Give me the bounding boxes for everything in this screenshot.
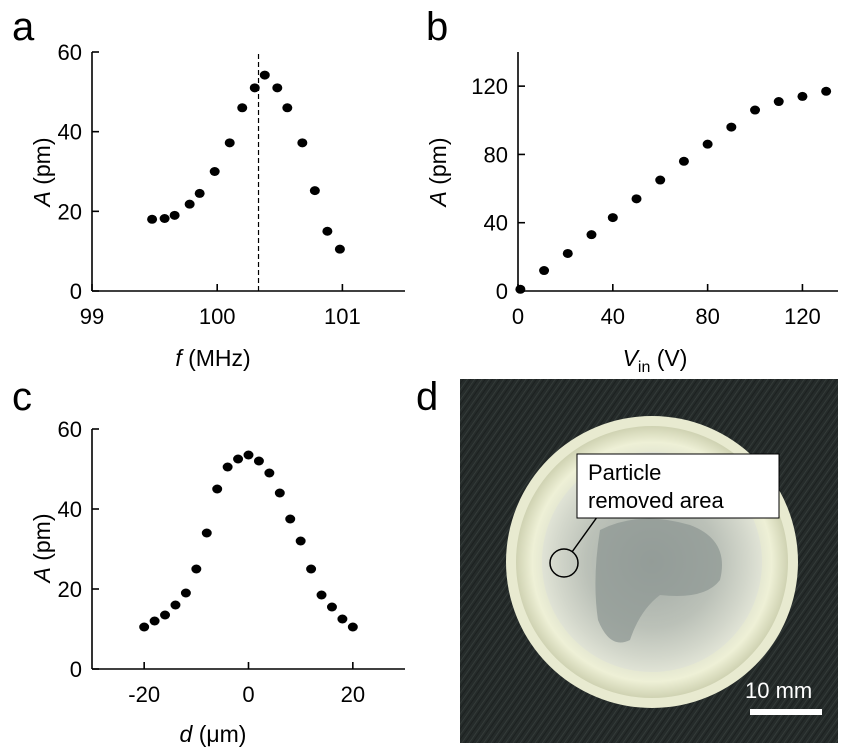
y-axis-label-a: A (pm) [29, 137, 55, 208]
data-point-b [797, 91, 808, 101]
chart-a: 99 100 101 0 20 40 60 f (MHz) A (pm) [29, 40, 405, 371]
data-point-c [191, 564, 202, 574]
y-tick-label-c: 40 [58, 497, 82, 522]
y-tick-label-b: 40 [484, 211, 508, 236]
data-point-b [773, 97, 784, 107]
data-point-c [295, 536, 306, 546]
chart-c: -20 0 20 0 20 40 60 d (μm) A (pm) [29, 417, 405, 747]
data-point-a [224, 138, 235, 148]
highlight-circle [549, 548, 579, 578]
x-tick-label-c: -20 [128, 682, 160, 707]
panel-letter-c: c [12, 375, 32, 419]
data-point-b [750, 105, 761, 115]
y-tick-label-b: 80 [484, 142, 508, 167]
data-point-a [282, 103, 293, 113]
data-point-a [272, 83, 283, 93]
y-tick-label-b: 0 [496, 279, 508, 304]
data-point-c [160, 610, 171, 620]
x-tick-label-c: 0 [242, 682, 254, 707]
panel-letter-b: b [426, 5, 448, 49]
x-axis-label-a: f (MHz) [175, 345, 250, 371]
panel-letter-a: a [12, 5, 35, 49]
data-point-b [821, 86, 832, 96]
data-point-c [243, 450, 254, 460]
x-tick-label-c: 20 [341, 682, 365, 707]
x-tick-label-a: 101 [324, 304, 361, 329]
data-point-c [264, 468, 275, 478]
data-point-b [515, 284, 526, 294]
x-axis-label-b: Vin (V) [623, 345, 688, 376]
data-point-a [297, 138, 308, 148]
y-tick-label-a: 20 [58, 199, 82, 224]
data-point-c [306, 564, 317, 574]
data-point-c [347, 622, 358, 632]
data-point-b [631, 194, 642, 204]
data-point-a [322, 226, 333, 236]
y-tick-label-a: 60 [58, 40, 82, 65]
data-point-a [159, 214, 170, 224]
data-point-b [539, 266, 550, 276]
data-point-a [334, 244, 345, 254]
callout-line [571, 512, 601, 553]
callout-box [576, 453, 780, 519]
x-tick-label-b: 120 [784, 304, 821, 329]
photo-panel-d: Particle removed area 10 mm [460, 379, 838, 743]
y-tick-label-c: 60 [58, 417, 82, 442]
x-tick-label-b: 80 [695, 304, 719, 329]
data-point-c [170, 600, 181, 610]
data-point-a [249, 83, 260, 93]
data-point-c [274, 488, 285, 498]
data-point-b [655, 175, 666, 185]
data-point-b [678, 156, 689, 166]
data-point-a [147, 214, 158, 224]
data-point-c [139, 622, 150, 632]
data-point-c [326, 602, 337, 612]
data-point-b [607, 213, 618, 223]
y-tick-label-a: 0 [70, 279, 82, 304]
data-point-c [253, 456, 264, 466]
y-tick-label-c: 0 [70, 657, 82, 682]
y-axis-label-c: A (pm) [29, 513, 55, 584]
x-tick-label-b: 0 [512, 304, 524, 329]
scale-bar-label: 10 mm [745, 678, 812, 703]
x-axis-label-c: d (μm) [180, 721, 247, 747]
data-point-b [726, 122, 737, 132]
y-tick-label-a: 40 [58, 120, 82, 145]
data-point-a [169, 210, 180, 220]
y-tick-label-b: 120 [471, 74, 508, 99]
data-point-c [222, 462, 233, 472]
data-point-b [586, 230, 597, 240]
data-point-c [149, 616, 160, 626]
data-point-c [212, 484, 223, 494]
cleared-region [595, 518, 722, 643]
data-point-c [285, 514, 296, 524]
chart-b: 0 40 80 120 0 40 80 120 Vin (V) A (pm) [425, 52, 838, 376]
data-point-a [209, 167, 220, 176]
data-point-a [309, 186, 320, 196]
data-point-a [259, 70, 270, 80]
data-point-c [316, 590, 327, 600]
y-axis-label-b: A (pm) [425, 137, 451, 208]
data-point-a [194, 188, 205, 198]
scale-bar [750, 709, 822, 715]
data-point-c [233, 454, 244, 464]
callout-text-line2: removed area [588, 488, 725, 513]
x-tick-label-b: 40 [601, 304, 625, 329]
callout-text-line1: Particle [588, 460, 661, 485]
data-point-a [184, 199, 195, 209]
data-point-a [237, 103, 248, 113]
x-tick-label-a: 100 [199, 304, 236, 329]
panel-letter-d: d [416, 375, 438, 419]
data-point-c [337, 614, 348, 624]
x-tick-label-a: 99 [80, 304, 104, 329]
data-point-b [702, 139, 713, 149]
y-tick-label-c: 20 [58, 577, 82, 602]
data-point-b [562, 248, 573, 258]
data-point-c [180, 588, 191, 598]
data-point-c [201, 528, 212, 538]
